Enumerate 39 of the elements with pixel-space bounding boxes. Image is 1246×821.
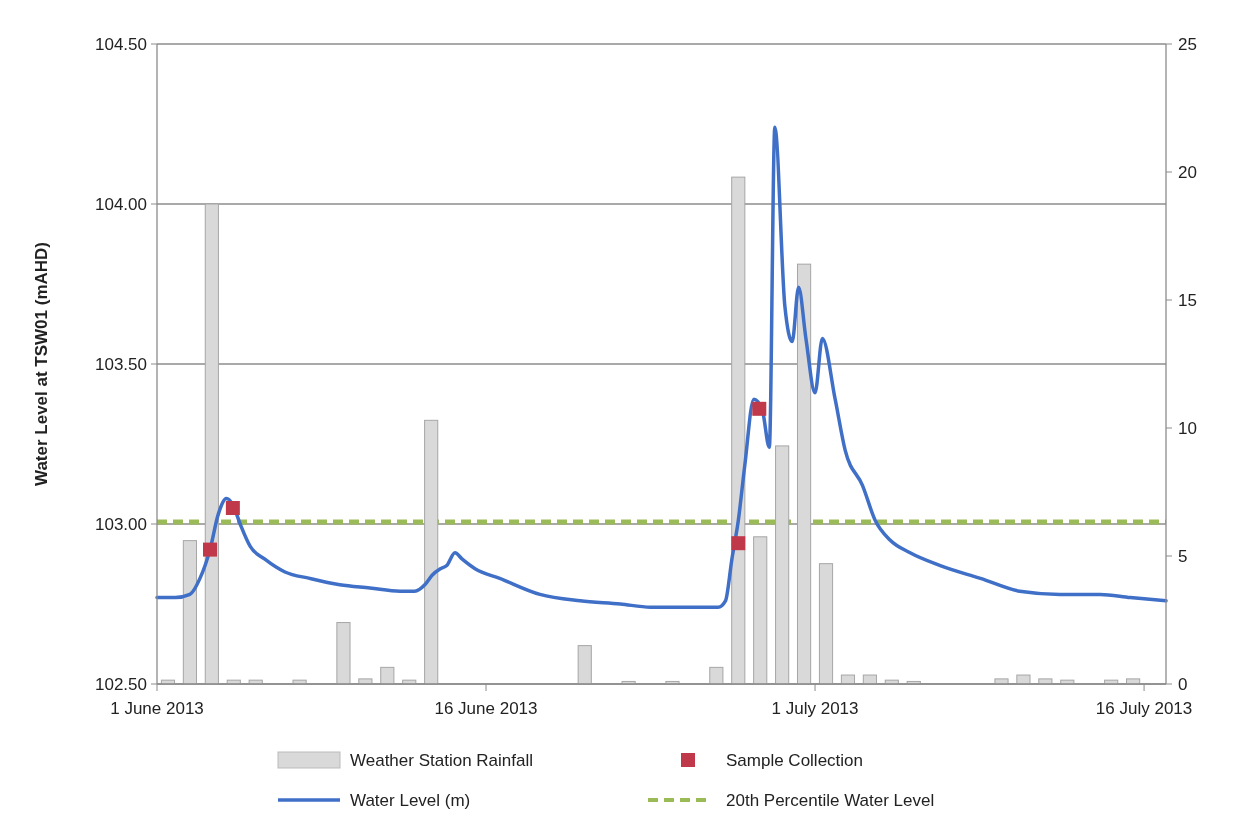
legend-label: 20th Percentile Water Level [726,790,935,810]
bar [424,419,439,685]
bar [336,622,351,685]
y-axis-title: Water Level at TSW01 (mAHD) [32,241,51,487]
y-tick-label: 104.00 [95,194,147,214]
legend-label: Sample Collection [726,750,864,770]
bar [862,674,877,685]
point [203,542,218,557]
y-tick-label: 103.00 [95,514,147,534]
x-tick-label: 16 June 2013 [434,699,538,718]
bar [1016,674,1031,685]
legend-label: Water Level (m) [350,790,471,810]
y-tick-label: 104.50 [95,34,147,54]
bar [818,563,834,685]
y-tick-label: 103.50 [95,354,147,374]
bar [204,203,219,685]
x-tick-label: 16 July 2013 [1095,699,1193,718]
y-tick-label: 102.50 [95,674,147,694]
y2-tick-label: 20 [1178,162,1197,182]
legend-label: Weather Station Rainfall [350,750,534,770]
x-tick-label: 1 July 2013 [771,699,859,718]
bar [182,540,197,685]
y2-tick-label: 25 [1178,34,1197,54]
bar [753,536,768,685]
bar [709,666,724,685]
y2-tick-label: 10 [1178,418,1197,438]
point [225,501,240,515]
bar [731,176,746,685]
y2-tick-label: 15 [1178,290,1197,310]
point [731,536,746,551]
y2-tick-label: 0 [1178,674,1188,694]
bar [797,263,812,685]
bar [840,674,856,685]
bar [380,666,395,685]
point [752,401,767,416]
bar [775,445,790,685]
x-tick-label: 1 June 2013 [110,699,204,718]
bar [577,645,592,685]
y2-tick-label: 5 [1178,546,1188,566]
